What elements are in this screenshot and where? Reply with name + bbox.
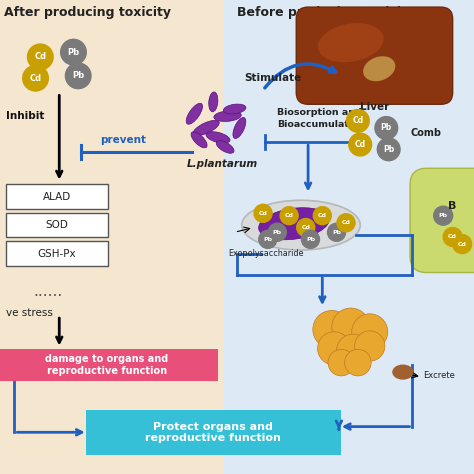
Text: prevent: prevent — [100, 135, 146, 145]
FancyBboxPatch shape — [6, 241, 108, 266]
Text: Pb: Pb — [264, 237, 272, 242]
Circle shape — [297, 219, 315, 237]
Text: Cd: Cd — [318, 213, 327, 218]
FancyBboxPatch shape — [0, 349, 218, 381]
Circle shape — [313, 207, 331, 225]
Text: Cd: Cd — [29, 74, 42, 82]
Circle shape — [355, 331, 385, 361]
Text: Pb: Pb — [72, 72, 84, 80]
Text: ALAD: ALAD — [43, 191, 71, 202]
Text: Liver: Liver — [360, 102, 389, 112]
FancyBboxPatch shape — [410, 168, 474, 273]
Circle shape — [65, 63, 91, 89]
Text: L.plantarum: L.plantarum — [187, 159, 258, 169]
Circle shape — [377, 138, 400, 161]
Text: Cd: Cd — [301, 225, 310, 230]
Text: Exopolysaccharide: Exopolysaccharide — [228, 249, 304, 258]
Text: Cd: Cd — [448, 235, 457, 239]
Circle shape — [332, 308, 370, 346]
Ellipse shape — [191, 132, 207, 148]
Text: GSH-Px: GSH-Px — [37, 248, 76, 259]
Text: Pb: Pb — [67, 48, 80, 56]
Text: Pb: Pb — [439, 213, 447, 218]
Circle shape — [61, 39, 86, 65]
Circle shape — [337, 334, 370, 367]
Text: Stimulate: Stimulate — [244, 73, 301, 83]
Circle shape — [280, 207, 298, 225]
Ellipse shape — [206, 132, 230, 143]
Circle shape — [346, 109, 369, 132]
Text: ......: ...... — [33, 284, 63, 299]
Bar — [223, 0, 474, 474]
Text: Pb: Pb — [273, 230, 282, 235]
Ellipse shape — [209, 92, 218, 112]
Text: Excrete: Excrete — [423, 372, 455, 380]
Ellipse shape — [214, 111, 241, 121]
Bar — [0, 0, 223, 474]
Text: Pb: Pb — [332, 230, 341, 235]
Text: Cd: Cd — [285, 213, 293, 218]
Circle shape — [254, 204, 272, 222]
Ellipse shape — [363, 56, 395, 81]
Text: Protect organs and
reproductive function: Protect organs and reproductive function — [146, 422, 281, 443]
Text: Cd: Cd — [458, 242, 466, 246]
Text: Cd: Cd — [352, 117, 364, 125]
Circle shape — [318, 332, 351, 365]
Ellipse shape — [233, 118, 246, 138]
Circle shape — [352, 314, 388, 350]
Text: B: B — [448, 201, 457, 211]
Circle shape — [301, 230, 319, 248]
Ellipse shape — [186, 103, 202, 124]
Text: Pb: Pb — [381, 124, 392, 132]
Ellipse shape — [242, 200, 360, 250]
Text: Comb: Comb — [410, 128, 441, 138]
Circle shape — [375, 117, 398, 139]
FancyBboxPatch shape — [86, 410, 341, 455]
FancyBboxPatch shape — [296, 7, 453, 104]
Circle shape — [268, 223, 286, 241]
Circle shape — [313, 310, 351, 348]
FancyBboxPatch shape — [6, 213, 108, 237]
Circle shape — [27, 44, 53, 70]
Circle shape — [23, 65, 48, 91]
Ellipse shape — [193, 120, 219, 136]
Text: Before producing toxicity: Before producing toxicity — [237, 6, 415, 18]
Text: damage to organs and
reproductive function: damage to organs and reproductive functi… — [45, 354, 168, 376]
Ellipse shape — [259, 208, 329, 240]
Text: Pb: Pb — [383, 145, 394, 154]
Text: After producing toxicity: After producing toxicity — [4, 6, 171, 18]
Text: Cd: Cd — [342, 220, 350, 225]
Text: ve stress: ve stress — [6, 308, 53, 318]
Circle shape — [443, 228, 462, 246]
Text: Cd: Cd — [355, 140, 366, 149]
Circle shape — [259, 230, 277, 248]
Circle shape — [434, 206, 453, 225]
Circle shape — [453, 235, 472, 254]
Text: Pb: Pb — [306, 237, 315, 242]
Ellipse shape — [318, 23, 383, 62]
Circle shape — [349, 133, 372, 156]
Text: SOD: SOD — [46, 220, 68, 230]
Ellipse shape — [216, 141, 234, 153]
Ellipse shape — [223, 104, 246, 114]
Circle shape — [337, 214, 355, 232]
Text: Cd: Cd — [34, 53, 46, 61]
Text: Inhibit: Inhibit — [6, 111, 44, 121]
Circle shape — [328, 349, 355, 376]
Circle shape — [345, 349, 371, 376]
Text: Cd: Cd — [259, 211, 267, 216]
Ellipse shape — [392, 365, 413, 380]
Circle shape — [328, 223, 346, 241]
Text: Biosorption and
Bioaccumulation: Biosorption and Bioaccumulation — [277, 109, 366, 128]
FancyBboxPatch shape — [6, 184, 108, 209]
